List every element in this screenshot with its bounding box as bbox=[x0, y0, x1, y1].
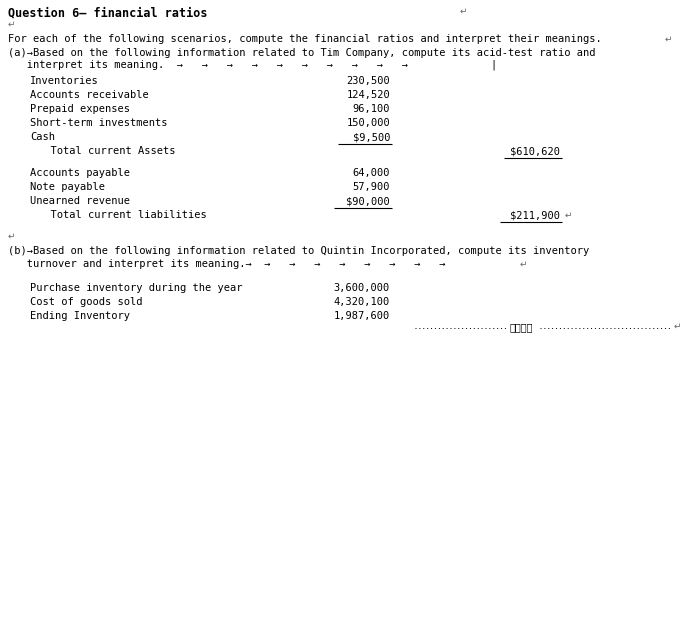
Text: Total current liabilities: Total current liabilities bbox=[38, 210, 207, 220]
Text: 1,987,600: 1,987,600 bbox=[334, 311, 390, 321]
Text: Cash: Cash bbox=[30, 132, 55, 142]
Text: 96,100: 96,100 bbox=[352, 104, 390, 114]
Text: 57,900: 57,900 bbox=[352, 182, 390, 192]
Text: ↵: ↵ bbox=[565, 211, 572, 220]
Text: ↵: ↵ bbox=[520, 260, 528, 269]
Text: (b)→Based on the following information related to Quintin Incorporated, compute : (b)→Based on the following information r… bbox=[8, 246, 589, 256]
Text: Purchase inventory during the year: Purchase inventory during the year bbox=[30, 283, 242, 293]
Text: 230,500: 230,500 bbox=[346, 76, 390, 86]
Text: interpret its meaning.  →   →   →   →   →   →   →   →   →   →: interpret its meaning. → → → → → → → → →… bbox=[8, 60, 408, 70]
Text: Ending Inventory: Ending Inventory bbox=[30, 311, 130, 321]
Text: 64,000: 64,000 bbox=[352, 168, 390, 178]
Text: Prepaid expenses: Prepaid expenses bbox=[30, 104, 130, 114]
Text: Inventories: Inventories bbox=[30, 76, 98, 86]
Text: $9,500: $9,500 bbox=[352, 132, 390, 142]
Text: 150,000: 150,000 bbox=[346, 118, 390, 128]
Text: Accounts payable: Accounts payable bbox=[30, 168, 130, 178]
Text: Short-term investments: Short-term investments bbox=[30, 118, 168, 128]
Text: 4,320,100: 4,320,100 bbox=[334, 297, 390, 307]
Text: For each of the following scenarios, compute the financial ratios and interpret : For each of the following scenarios, com… bbox=[8, 34, 602, 44]
Text: $90,000: $90,000 bbox=[346, 196, 390, 206]
Text: $211,900: $211,900 bbox=[510, 210, 560, 220]
Text: ↵: ↵ bbox=[8, 20, 15, 29]
Text: ↵: ↵ bbox=[460, 7, 468, 16]
Text: ↵: ↵ bbox=[665, 35, 672, 44]
Text: Cost of goods sold: Cost of goods sold bbox=[30, 297, 142, 307]
Text: ↵: ↵ bbox=[674, 322, 681, 331]
Text: ↵: ↵ bbox=[8, 232, 15, 241]
Text: (a)→Based on the following information related to Tim Company, compute its acid-: (a)→Based on the following information r… bbox=[8, 48, 595, 58]
Text: Note payable: Note payable bbox=[30, 182, 105, 192]
Text: 分頁符號: 分頁符號 bbox=[510, 322, 533, 332]
Text: Question 6– financial ratios: Question 6– financial ratios bbox=[8, 6, 207, 19]
Text: $610,620: $610,620 bbox=[510, 146, 560, 156]
Text: |: | bbox=[490, 60, 496, 70]
Text: 3,600,000: 3,600,000 bbox=[334, 283, 390, 293]
Text: Total current Assets: Total current Assets bbox=[38, 146, 175, 156]
Text: Unearned revenue: Unearned revenue bbox=[30, 196, 130, 206]
Text: 124,520: 124,520 bbox=[346, 90, 390, 100]
Text: turnover and interpret its meaning.→  →   →   →   →   →   →   →   →: turnover and interpret its meaning.→ → →… bbox=[8, 259, 445, 269]
Text: Accounts receivable: Accounts receivable bbox=[30, 90, 149, 100]
